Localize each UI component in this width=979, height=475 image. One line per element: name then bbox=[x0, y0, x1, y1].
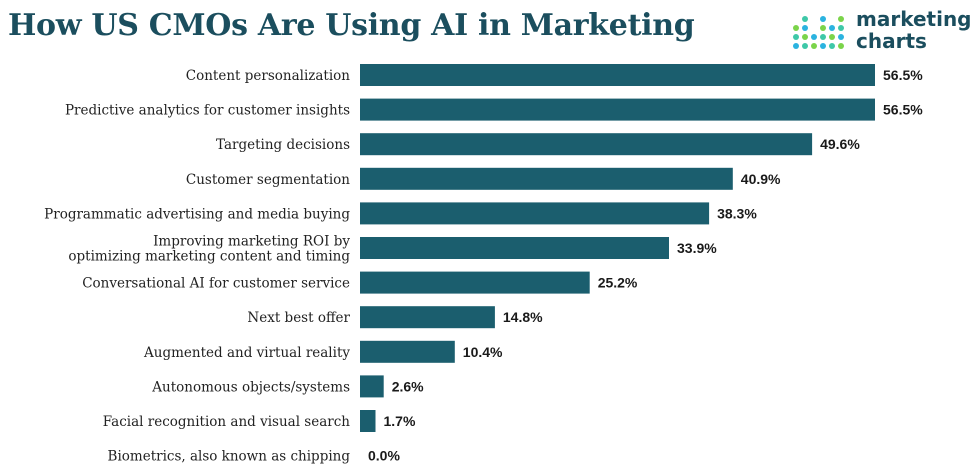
category-label: Facial recognition and visual search bbox=[103, 414, 351, 430]
logo-dot bbox=[802, 43, 808, 49]
value-label: 40.9% bbox=[741, 171, 781, 187]
bar bbox=[360, 340, 455, 363]
category-label: Targeting decisions bbox=[216, 137, 350, 153]
bar bbox=[360, 64, 875, 86]
chart-title: How US CMOs Are Using AI in Marketing bbox=[8, 8, 695, 43]
logo-text-line1: marketing bbox=[856, 7, 972, 31]
category-label: Customer segmentation bbox=[186, 172, 350, 188]
value-label: 33.9% bbox=[677, 240, 717, 256]
category-label: Content personalization bbox=[186, 68, 351, 84]
bar bbox=[360, 167, 733, 190]
logo-dot bbox=[838, 34, 844, 40]
logo-dot bbox=[793, 25, 799, 31]
value-label: 2.6% bbox=[392, 378, 424, 394]
logo-dot bbox=[838, 25, 844, 31]
category-label: Improving marketing ROI by optimizing mar… bbox=[68, 234, 350, 265]
logo-dot bbox=[802, 34, 808, 40]
value-label: 14.8% bbox=[503, 309, 543, 325]
category-label: Conversational AI for customer service bbox=[82, 276, 350, 292]
logo-dots-icon bbox=[793, 16, 844, 49]
logo-dot bbox=[820, 34, 826, 40]
bar bbox=[360, 202, 710, 225]
bar bbox=[360, 237, 669, 259]
logo-text-line2: charts bbox=[856, 29, 927, 53]
value-label: 10.4% bbox=[463, 344, 503, 360]
bar bbox=[360, 375, 384, 398]
category-label: Predictive analytics for customer insigh… bbox=[65, 103, 350, 119]
logo-dot bbox=[793, 43, 799, 49]
value-label: 56.5% bbox=[883, 67, 923, 83]
logo-dot bbox=[829, 43, 835, 49]
logo-dot bbox=[811, 34, 817, 40]
logo-dot bbox=[820, 25, 826, 31]
value-label: 38.3% bbox=[717, 205, 757, 221]
logo-dot bbox=[820, 43, 826, 49]
logo-dot bbox=[802, 25, 808, 31]
bar bbox=[360, 98, 875, 121]
bar bbox=[360, 271, 590, 294]
category-label: Augmented and virtual reality bbox=[143, 345, 350, 361]
category-label: Autonomous objects/systems bbox=[151, 379, 350, 395]
value-label: 1.7% bbox=[383, 413, 415, 429]
value-label: 56.5% bbox=[883, 102, 923, 118]
logo-dot bbox=[802, 16, 808, 22]
value-label: 25.2% bbox=[598, 275, 638, 291]
bar bbox=[360, 306, 495, 329]
bar bbox=[360, 410, 376, 432]
marketing-charts-logo: marketing charts bbox=[792, 6, 972, 56]
category-label: Next best offer bbox=[247, 310, 350, 326]
logo-dot bbox=[811, 43, 817, 49]
value-label: 0.0% bbox=[368, 448, 400, 464]
logo-dot bbox=[838, 16, 844, 22]
logo-text: marketing charts bbox=[856, 8, 972, 52]
logo-dot bbox=[829, 25, 835, 31]
category-label: Biometrics, also known as chipping bbox=[108, 449, 351, 465]
value-label: 49.6% bbox=[820, 136, 860, 152]
category-label: Programmatic advertising and media buyin… bbox=[44, 206, 350, 222]
logo-dot bbox=[838, 43, 844, 49]
logo-dot bbox=[829, 34, 835, 40]
bar bbox=[360, 133, 813, 156]
logo-dot bbox=[793, 34, 799, 40]
logo-dot bbox=[820, 16, 826, 22]
